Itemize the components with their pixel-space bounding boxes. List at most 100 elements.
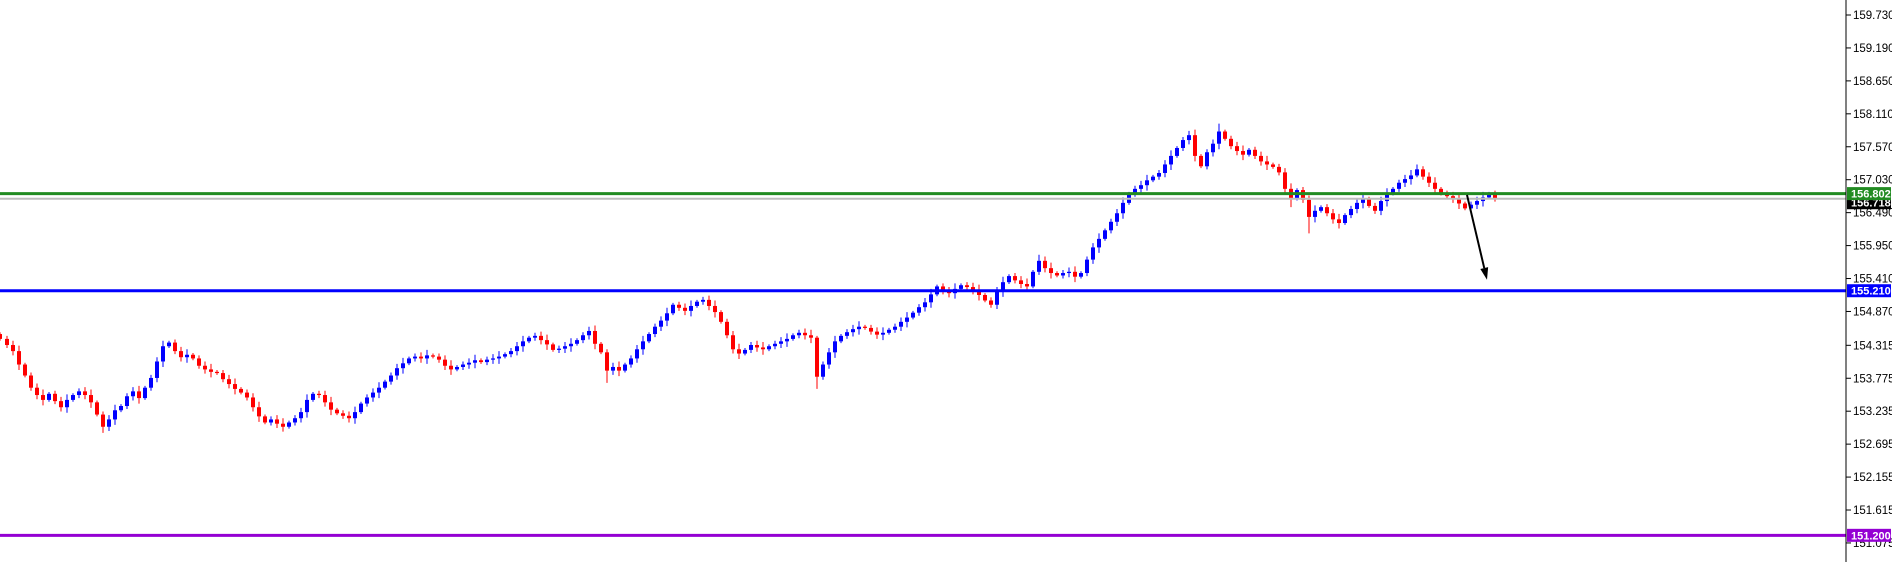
bear-candle [59,401,63,408]
bull-candle [1247,149,1251,155]
bear-candle [1193,135,1197,156]
bear-candle [419,356,423,359]
price-tag-box[interactable] [1847,284,1891,298]
axis-tick-label: 157.570 [1853,142,1892,154]
bear-candle [329,402,333,410]
price-tag-label: 151.200 [1851,530,1891,542]
axis-tick-label: 152.695 [1853,439,1892,451]
bear-candle [1043,260,1047,269]
bear-candle [1457,198,1461,204]
axis-tick-label: 153.775 [1853,373,1892,385]
bull-candle [791,335,795,339]
bear-candle [983,294,987,301]
bear-candle [1049,268,1053,274]
arrow-shaft[interactable] [1466,194,1486,269]
down-trend-arrow[interactable] [1466,194,1489,280]
axis-tick-label: 154.315 [1853,340,1892,352]
bear-candle [281,423,285,427]
bull-candle [1409,175,1413,180]
bear-candle [341,413,345,416]
bull-candle [155,361,159,378]
bull-candle [1355,202,1359,209]
bull-candle [923,302,927,308]
bear-candle [1025,284,1029,287]
bull-candle [461,364,465,367]
price-tag-label: 155.210 [1851,286,1891,298]
bull-candle [959,285,963,289]
bear-candle [179,351,183,358]
bull-candle [107,419,111,427]
bear-candle [1283,172,1287,189]
bear-candle [683,307,687,311]
bear-candle [1439,188,1443,194]
bear-candle [251,397,255,408]
bear-candle [989,300,993,305]
bull-candle [623,364,627,371]
bull-candle [389,375,393,382]
bull-candle [131,391,135,397]
bear-candle [1337,219,1341,224]
support-line-tag[interactable]: 155.210 [1847,284,1891,298]
bull-candle [887,329,891,333]
bull-candle [1181,140,1185,148]
bull-candle [659,320,663,327]
bull-candle [845,332,849,336]
bear-candle [239,388,243,393]
bear-candle [245,392,249,398]
bull-candle [1415,169,1419,176]
bull-candle [701,299,705,302]
bear-candle [803,332,807,336]
price-axis[interactable]: 159.730 159.190 158.650 158.110 157.570 157.0… [1845,0,1892,562]
bear-candle [809,335,813,338]
axis-tick-label: 154.870 [1853,306,1892,318]
bear-candle [1421,169,1425,177]
bull-candle [311,393,315,400]
bear-candle [257,407,261,417]
bull-candle [911,312,915,318]
bear-candle [11,345,15,352]
bull-candle [857,326,861,330]
bull-candle [1379,201,1383,211]
axis-tick-label: 158.650 [1853,76,1892,88]
bear-candle [449,365,453,370]
axis-tick-label: 152.155 [1853,472,1892,484]
bear-candle [1265,161,1269,165]
bull-candle [1001,282,1005,292]
resistance-line-tag[interactable]: 156.802 [1847,187,1891,201]
bull-candle [1397,182,1401,189]
bear-candle [725,321,729,336]
bull-candle [497,356,501,359]
bull-candle [779,341,783,344]
bull-candle [47,393,51,400]
bull-candle [287,422,291,427]
bull-candle [485,359,489,363]
bear-candle [1229,138,1233,147]
bull-candle [377,387,381,393]
bear-candle [203,365,207,370]
bull-candle [665,313,669,321]
bear-candle [89,395,93,403]
axis-tick-label: 156.490 [1853,208,1892,220]
bull-candle [521,341,525,347]
price-tag-box[interactable] [1847,528,1891,542]
bull-candle [473,360,477,363]
bear-candle [677,304,681,308]
bull-candle [293,418,297,423]
bear-candle [29,375,33,388]
bull-candle [125,396,129,407]
bull-candle [167,342,171,347]
bear-candle [17,351,21,365]
bull-candle [491,358,495,360]
price-tag-box[interactable] [1847,187,1891,201]
bull-candle [611,366,615,371]
bear-candle [0,334,2,339]
lower-support-line-tag[interactable]: 151.200 [1847,528,1891,543]
bull-candle [1151,176,1155,181]
bull-candle [1211,143,1215,153]
bull-candle [1475,201,1479,205]
price-tag-label: 156.718 [1851,198,1891,210]
bear-candle [731,335,735,350]
arrow-head[interactable] [1480,267,1489,280]
bull-candle [1469,204,1473,209]
